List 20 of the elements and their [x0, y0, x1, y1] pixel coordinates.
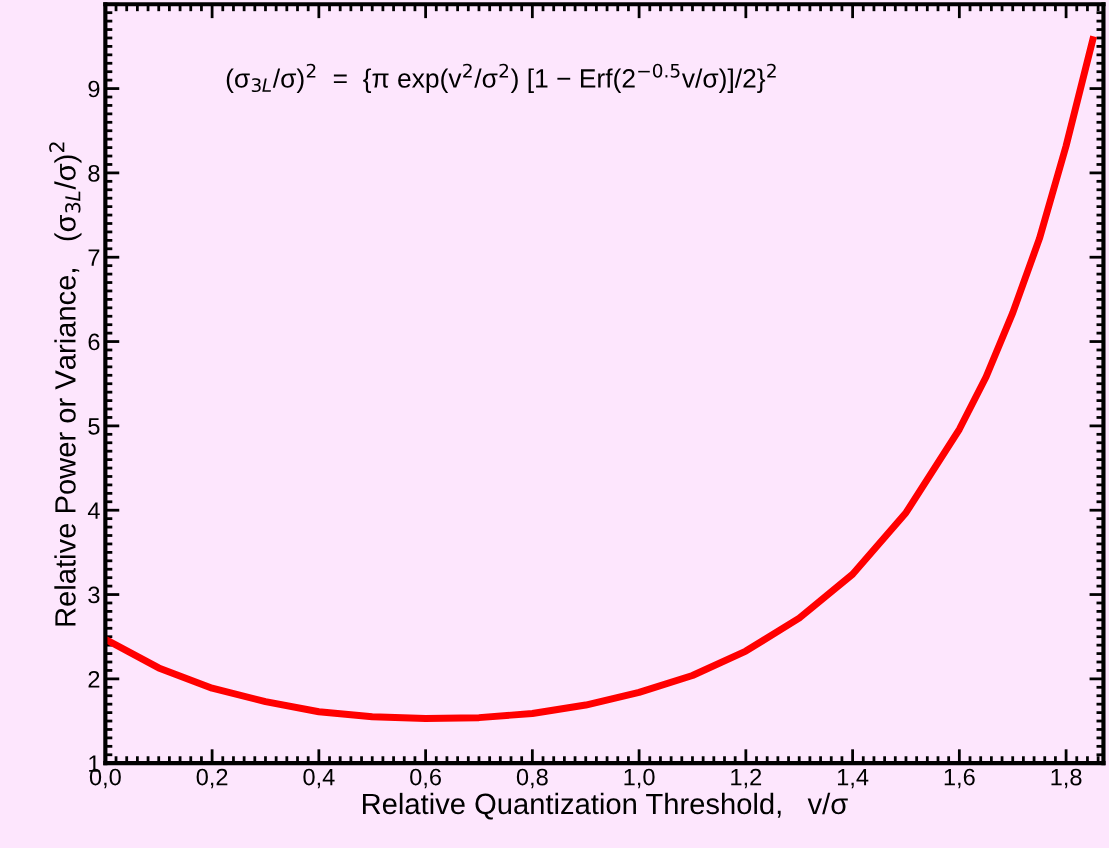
y-tick-label: 8 [88, 164, 100, 182]
y-tick-label: 4 [87, 502, 100, 519]
x-tick-label: 1,4 [837, 768, 869, 789]
x-axis-title: Relative Quantization Threshold, v/σ [363, 792, 848, 820]
x-tick-label: 1,6 [944, 768, 975, 789]
y-tick-label: 7 [88, 249, 100, 266]
x-tick-label: 0,2 [196, 768, 228, 789]
x-tick-label: 0,4 [303, 768, 335, 789]
y-tick-label: 6 [88, 333, 100, 351]
x-tick-label: 1,2 [731, 768, 762, 789]
text: (σ$_{3L}$/σ)$^{2}$ = {π exp(v$^{2}$/σ$^{2}$) [1 − Erf(2$^{−0.5}$v/σ)]/2}$^{2}$ [226, 63, 776, 93]
y-tick-label: 5 [88, 418, 100, 435]
x-tick-label: 1,8 [1051, 768, 1082, 789]
y-tick-label: 9 [88, 80, 100, 98]
x-tick-label: 0,6 [410, 768, 441, 789]
x-tick-label: 1,0 [624, 768, 655, 789]
y-tick-label: 2 [88, 670, 100, 688]
x-tick-label: 0,8 [516, 768, 548, 789]
y-axis-title: Relative Power or Variance, (σ$_{3L}$/σ)$^{2}$ [49, 142, 82, 626]
y-tick-label: 3 [88, 586, 100, 604]
